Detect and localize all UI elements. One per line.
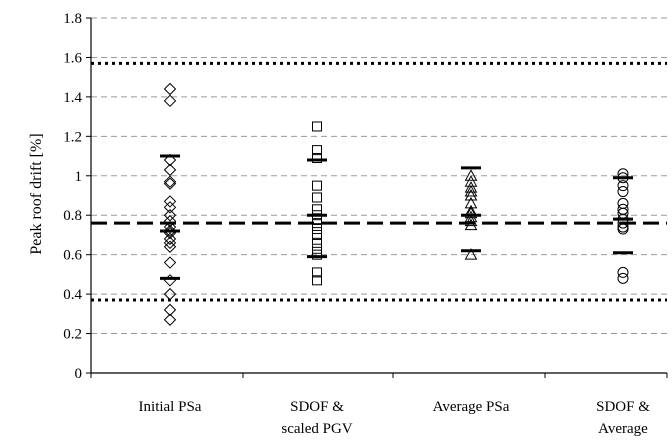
y-tick-label: 1.8 xyxy=(63,11,82,27)
triangle-point xyxy=(464,206,478,219)
axes xyxy=(86,17,668,378)
y-tick-label: 1.6 xyxy=(63,50,82,66)
diamond-point xyxy=(163,287,177,301)
diamond-point xyxy=(163,220,177,234)
y-tick-label: 0 xyxy=(75,366,83,382)
square-point xyxy=(312,237,322,248)
diamond-point xyxy=(163,94,177,108)
y-tick-label: 0.4 xyxy=(63,287,82,303)
triangle-point xyxy=(464,218,478,231)
triangle-point xyxy=(464,214,478,227)
reference-lines xyxy=(91,61,667,302)
x-category-label: Average PSa xyxy=(433,399,510,415)
diamond-point xyxy=(163,153,177,167)
x-category-label: Average xyxy=(598,421,648,437)
triangle-point xyxy=(464,248,478,260)
diamond-point xyxy=(163,240,177,253)
x-category-label: SDOF & xyxy=(596,399,650,415)
diamond-point xyxy=(163,224,177,238)
triangle-point xyxy=(464,185,478,197)
triangle-point xyxy=(464,188,478,201)
square-point xyxy=(312,229,322,240)
square-point xyxy=(312,153,322,164)
triangle-point xyxy=(464,169,478,181)
circle-point xyxy=(617,180,629,192)
data-points xyxy=(160,82,633,326)
diamond-point xyxy=(163,82,177,96)
square-point xyxy=(312,180,322,191)
y-tick-label: 0.2 xyxy=(63,327,82,343)
circle-point xyxy=(617,186,629,198)
x-category-label: Initial PSa xyxy=(139,399,202,415)
diamond-point xyxy=(163,209,177,222)
diamond-point xyxy=(163,175,177,188)
square-point xyxy=(312,267,322,278)
diamond-point xyxy=(163,232,177,246)
square-point xyxy=(312,145,322,156)
axis-labels: 0 0.2 0.4 0.6 0.8 1 1.2 1.4 1.6 1.8 Initial PSa SDO… xyxy=(63,11,650,437)
diamond-point xyxy=(163,256,177,269)
diamond-point xyxy=(163,201,177,214)
y-tick-label: 0.8 xyxy=(63,208,82,224)
circle-point xyxy=(617,197,629,209)
square-point xyxy=(312,243,322,254)
diamond-point xyxy=(163,177,177,190)
square-point xyxy=(312,249,322,260)
y-axis-title: Peak roof drift [%] xyxy=(28,133,45,254)
diamond-point xyxy=(163,313,177,326)
y-tick-label: 1.2 xyxy=(63,129,82,145)
square-point xyxy=(312,121,322,132)
y-tick-label: 0.6 xyxy=(63,248,82,264)
triangle-point xyxy=(464,181,478,193)
diamond-point xyxy=(163,214,177,228)
diamond-point xyxy=(163,274,177,287)
circle-point xyxy=(617,266,629,278)
square-point xyxy=(312,218,322,229)
diamond-point xyxy=(163,236,177,250)
y-tick-label: 1 xyxy=(75,169,83,185)
x-category-label: SDOF & xyxy=(290,399,344,415)
diamond-point xyxy=(163,195,177,208)
y-tick-label: 1.4 xyxy=(63,90,82,106)
circle-point xyxy=(617,223,629,235)
x-category-label: scaled PGV xyxy=(281,421,352,437)
circle-point xyxy=(617,272,629,284)
square-point xyxy=(312,192,322,203)
square-point xyxy=(312,275,322,286)
square-point xyxy=(312,224,322,235)
diamond-point xyxy=(163,163,177,177)
diamond-point xyxy=(163,303,177,317)
grid-lines xyxy=(91,17,667,335)
square-point xyxy=(312,204,322,215)
